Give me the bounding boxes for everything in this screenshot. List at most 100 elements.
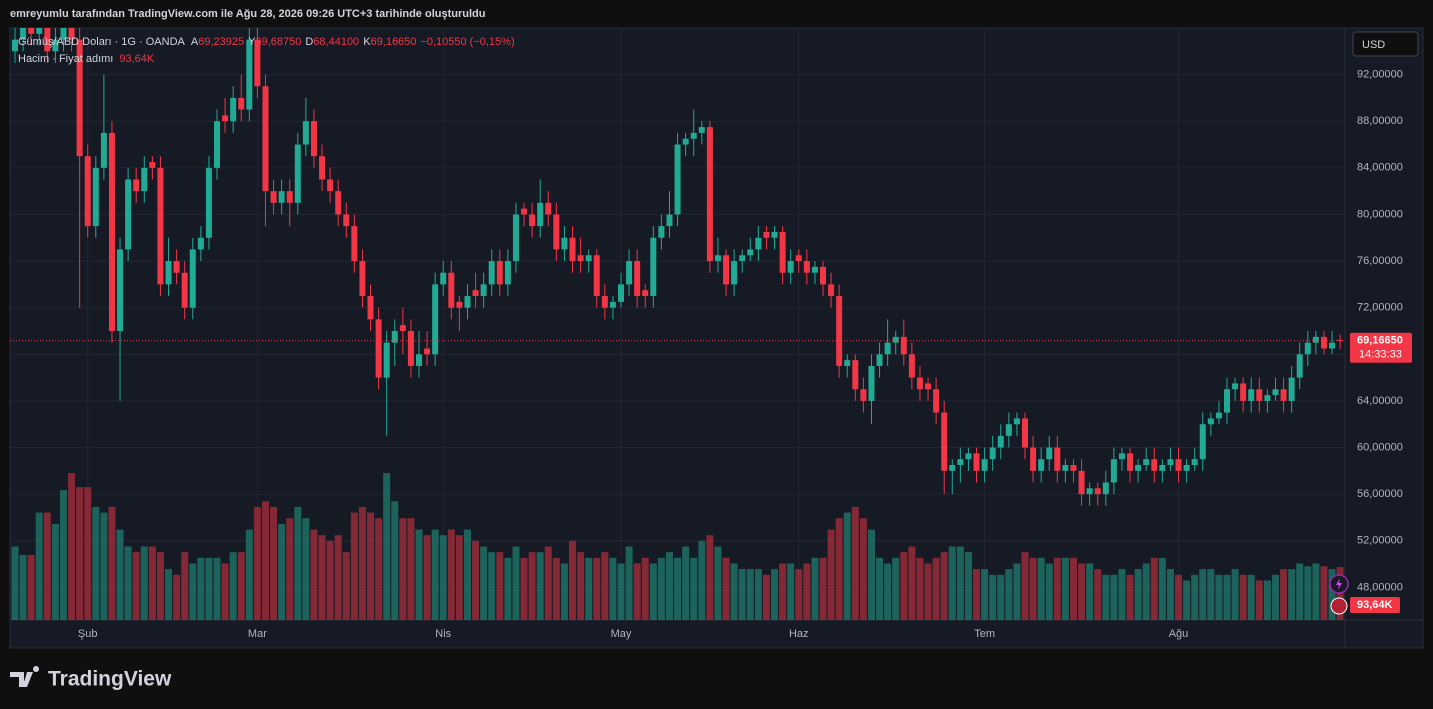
candle-body [197,237,204,250]
candle-body [626,261,633,285]
chart-pane [9,27,1424,649]
volume-bar [690,557,698,620]
volume-bar [1175,574,1183,620]
candle-body [739,255,746,262]
candle-body [1288,377,1295,401]
h: 69,68750 [255,36,301,48]
volume-bar [245,529,253,620]
o-key: A [191,36,199,48]
y-tick-label: 92,00000 [1357,69,1403,81]
volume-bar [762,574,770,620]
candle-body [860,389,867,401]
currency[interactable]: USD [1362,39,1385,51]
candle-body [585,255,592,262]
volume-bar [625,546,633,620]
volume-bar [973,569,981,620]
tv-logo [10,666,40,687]
volume-bar [504,557,512,620]
candle-body [1175,459,1182,471]
candle-body [44,28,51,52]
volume-bar [1271,574,1279,620]
volume-bar [730,563,738,620]
volume-bar [423,535,431,620]
volume-bar [35,512,43,620]
candle-body [133,179,140,192]
volume-bar [665,552,673,620]
volume-bar [1029,557,1037,620]
candle-body [941,412,948,471]
y-tick-label: 64,00000 [1357,395,1403,407]
volume-bar [68,473,76,620]
volume-legend: Hacim · Fiyat adımı 93,64K [18,53,155,65]
candle-body [593,255,600,297]
candle-body [20,28,27,40]
volume-bar [569,540,577,620]
volume-bar [294,506,302,620]
volume-bar [1296,563,1304,620]
volume-bar [197,557,205,620]
candle-body [723,255,730,285]
candle-body [973,453,980,471]
volume-bar [746,569,754,620]
candle-body [989,447,996,460]
alert-bolt [1336,578,1342,590]
candle-body [310,121,317,157]
candle-body [424,348,431,355]
x-tick-label: Tem [974,628,995,640]
volume-bar [51,523,59,620]
volume-bar [714,546,722,620]
volume-bar [1320,566,1328,620]
volume-name: Hacim · Fiyat adımı [18,53,113,65]
volume-bar [189,563,197,620]
volume-bar [455,535,463,620]
candle-body [868,365,875,401]
candle-body [698,127,705,133]
candle-body [1199,424,1206,460]
candle-body [205,167,212,238]
candle-body [1207,418,1214,425]
candle-body [1127,453,1134,471]
volume-bar [181,552,189,620]
volume-bar [771,569,779,620]
candle-body [100,132,107,168]
volume-bar [795,569,803,620]
volume-bar [358,506,366,620]
candle-body [125,179,132,250]
candle-body [949,465,956,471]
volume-bar [512,546,520,620]
volume-bar [948,546,956,620]
volume-bar [318,535,326,620]
y-tick-label: 72,00000 [1357,302,1403,314]
currency-button[interactable] [1352,31,1419,57]
candle-body [876,354,883,366]
candle-body [1312,336,1319,343]
volume-bar [205,557,213,620]
candle-body [117,249,124,331]
candle-body [1256,389,1263,401]
volume-bar [536,552,544,620]
candle-body [165,261,172,285]
candle-body [852,360,859,390]
candle-body [214,121,220,168]
candles [10,28,1345,506]
candle-body [512,214,519,262]
volume-bar [706,535,714,620]
volume-bar [1288,569,1296,620]
volume-bar [1280,569,1288,620]
volume-bar [892,557,900,620]
candle-body [787,261,794,273]
candle-body [674,144,681,215]
c-key: K [363,36,371,48]
candle-body [1030,447,1037,471]
candle-body [319,156,326,180]
last-price-box [1350,332,1412,363]
volume-bar [391,501,399,620]
candle-body [1135,465,1142,471]
candle-body [1272,389,1279,396]
l: 68,44100 [313,36,359,48]
volume-box [1350,597,1400,614]
candle-body [601,296,608,308]
candle-body [262,86,269,192]
candle-body [1151,459,1158,471]
volume-bar [876,557,884,620]
